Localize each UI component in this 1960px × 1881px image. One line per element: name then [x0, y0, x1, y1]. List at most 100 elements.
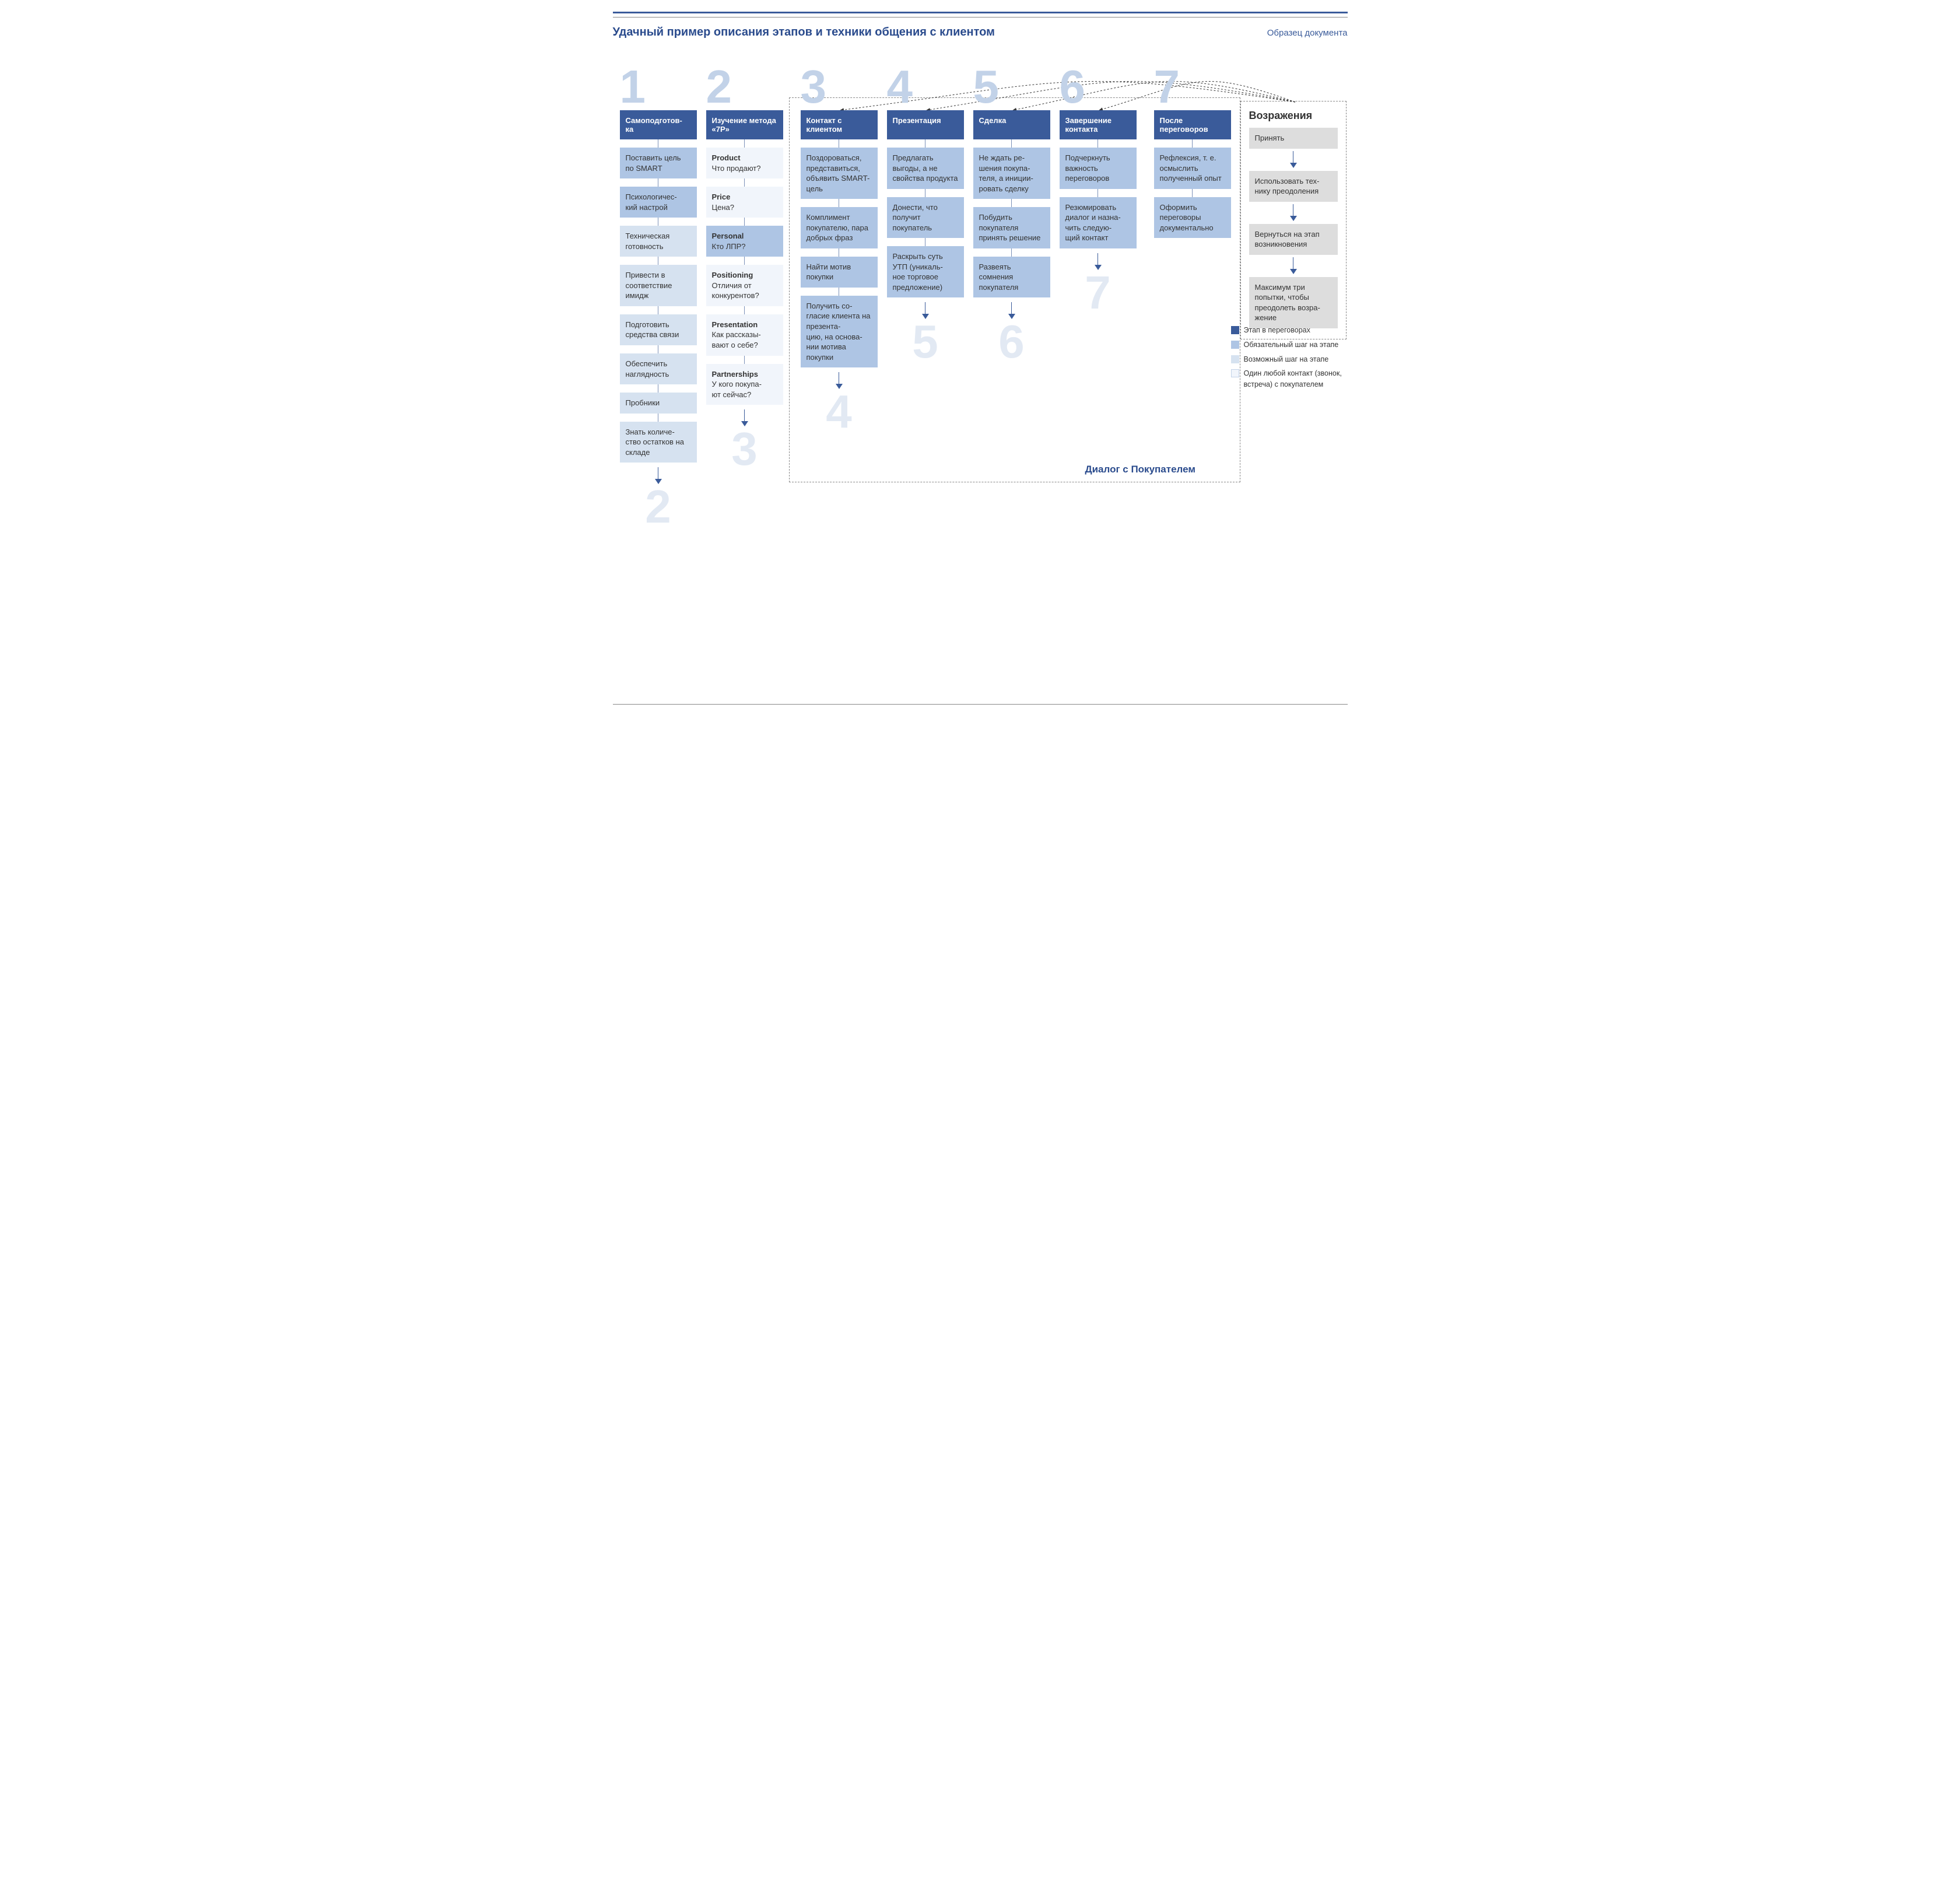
step-box-text: Найти мотив покупки	[807, 262, 851, 282]
connector	[744, 139, 745, 148]
step-box: Поставить цель по SMART	[620, 148, 697, 178]
step-box-text: У кого покупа- ют сейчас?	[712, 380, 762, 399]
step-box-text: Не ждать ре- шения покупа- теля, а иници…	[979, 153, 1033, 193]
step-box: Раскрыть суть УТП (уникаль- ное торговое…	[887, 246, 964, 297]
next-arrow-icon	[835, 372, 843, 390]
step-box: Психологичес- кий настрой	[620, 187, 697, 218]
stage-header: Презентация	[887, 110, 964, 139]
step-box-title: Presentation	[712, 320, 777, 330]
connector	[1192, 139, 1193, 148]
stage-header: Контакт с клиентом	[801, 110, 878, 139]
page-title: Удачный пример описания этапов и техники…	[613, 26, 995, 39]
step-box: Побудить покупателя принять решение	[973, 207, 1050, 248]
step-box-text: Отличия от конкурентов?	[712, 281, 759, 300]
step-box-text: Цена?	[712, 203, 735, 212]
step-box-title: Personal	[712, 231, 777, 241]
connector	[744, 178, 745, 187]
step-box-text: Развеять сомнения покупателя	[979, 262, 1019, 292]
connector	[1192, 189, 1193, 197]
step-box-text: Резюмировать диалог и назна- чить следую…	[1065, 203, 1121, 243]
next-stage-number: 5	[887, 323, 964, 360]
connector	[744, 306, 745, 314]
top-rule	[613, 12, 1348, 13]
stage-number: 4	[887, 68, 964, 106]
step-box: Найти мотив покупки	[801, 257, 878, 288]
step-box-text: Донести, что получит покупатель	[893, 203, 938, 232]
legend-row: Возможный шаг на этапе	[1231, 354, 1348, 365]
connector	[744, 257, 745, 265]
stage-header: Изучение метода «7Р»	[706, 110, 783, 139]
next-stage-number: 6	[973, 323, 1050, 360]
header: Удачный пример описания этапов и техники…	[613, 26, 1348, 39]
legend-row: Обязательный шаг на этапе	[1231, 339, 1348, 351]
legend-swatch	[1231, 355, 1239, 363]
stage-column-6: 6Завершение контактаПодчеркнуть важность…	[1060, 68, 1137, 311]
next-arrow-icon	[921, 302, 930, 320]
step-box-title: Positioning	[712, 270, 777, 281]
step-box-text: Поздороваться, представиться, объявить S…	[807, 153, 870, 193]
step-box: Предлагать выгоды, а не свойства продукт…	[887, 148, 964, 189]
step-box-text: Поставить цель по SMART	[626, 153, 681, 173]
step-box: PersonalКто ЛПР?	[706, 226, 783, 257]
step-box: Комплимент покупателю, пара добрых фраз	[801, 207, 878, 248]
legend: Этап в переговорах Обязательный шаг на эт…	[1231, 325, 1348, 394]
stage-number: 7	[1154, 68, 1231, 106]
footer-rule	[613, 704, 1348, 705]
objection-step: Принять	[1249, 128, 1338, 149]
step-box-text: Побудить покупателя принять решение	[979, 213, 1041, 242]
step-box-text: Обеспечить наглядность	[626, 359, 669, 379]
step-box-text: Получить со- гласие клиента на презента-…	[807, 302, 871, 362]
stage-column-5: 5СделкаНе ждать ре- шения покупа- теля, …	[973, 68, 1050, 360]
step-box-text: Как рассказы- вают о себе?	[712, 330, 761, 349]
connector	[1011, 199, 1012, 207]
next-stage-number: 3	[706, 430, 783, 468]
step-box-text: Подчеркнуть важность переговоров	[1065, 153, 1110, 183]
step-box: ProductЧто продают?	[706, 148, 783, 178]
next-stage-number: 7	[1060, 274, 1137, 311]
step-box-text: Привести в соответствие имидж	[626, 271, 672, 300]
step-box: PartnershipsУ кого покупа- ют сейчас?	[706, 364, 783, 405]
legend-text: Возможный шаг на этапе	[1244, 354, 1329, 365]
step-box-text: Психологичес- кий настрой	[626, 192, 677, 212]
objection-arrow-icon	[1289, 257, 1298, 275]
diagram-canvas: Диалог с Покупателем Возражения ПринятьИ…	[613, 57, 1348, 698]
step-box: Техническая готовность	[620, 226, 697, 257]
step-box: Оформить переговоры документально	[1154, 197, 1231, 239]
step-box-title: Partnerships	[712, 369, 777, 380]
step-box: Рефлексия, т. е. осмыслить полученный оп…	[1154, 148, 1231, 189]
step-box-text: Кто ЛПР?	[712, 242, 746, 251]
legend-swatch	[1231, 369, 1239, 377]
legend-row: Один любой контакт (звонок, встреча) с п…	[1231, 368, 1348, 390]
step-box-text: Рефлексия, т. е. осмыслить полученный оп…	[1160, 153, 1222, 183]
step-box: Не ждать ре- шения покупа- теля, а иници…	[973, 148, 1050, 199]
stage-column-3: 3Контакт с клиентомПоздороваться, предст…	[801, 68, 878, 430]
objections-title: Возражения	[1249, 110, 1338, 122]
step-box: PositioningОтличия от конкурентов?	[706, 265, 783, 306]
stage-header: Сделка	[973, 110, 1050, 139]
next-arrow-icon	[741, 409, 749, 427]
objection-step: Вернуться на этап возникновения	[1249, 224, 1338, 255]
legend-text: Этап в переговорах	[1244, 325, 1310, 336]
stage-column-7: 7После переговоровРефлексия, т. е. осмыс…	[1154, 68, 1231, 238]
step-box: Подготовить средства связи	[620, 314, 697, 345]
connector	[1011, 248, 1012, 257]
step-box-title: Price	[712, 192, 777, 202]
stage-column-1: 1Самоподготов- каПоставить цель по SMART…	[620, 68, 697, 526]
step-box: Знать количе- ство остатков на складе	[620, 422, 697, 463]
page: Удачный пример описания этапов и техники…	[613, 12, 1348, 705]
objections-panel: Возражения ПринятьИспользовать тех- нику…	[1240, 101, 1347, 339]
step-box: Обеспечить наглядность	[620, 353, 697, 384]
stage-number: 2	[706, 68, 783, 106]
next-arrow-icon	[1008, 302, 1016, 320]
dialog-label: Диалог с Покупателем	[1085, 464, 1195, 475]
step-box: Подчеркнуть важность переговоров	[1060, 148, 1137, 189]
doc-type-label: Образец документа	[1267, 28, 1348, 38]
step-box-text: Знать количе- ство остатков на складе	[626, 428, 684, 457]
connector	[744, 218, 745, 226]
objection-arrow-icon	[1289, 151, 1298, 169]
step-box-title: Product	[712, 153, 777, 163]
stage-header: Завершение контакта	[1060, 110, 1137, 139]
step-box-text: Подготовить средства связи	[626, 320, 679, 339]
legend-swatch	[1231, 326, 1239, 334]
step-box: Резюмировать диалог и назна- чить следую…	[1060, 197, 1137, 248]
